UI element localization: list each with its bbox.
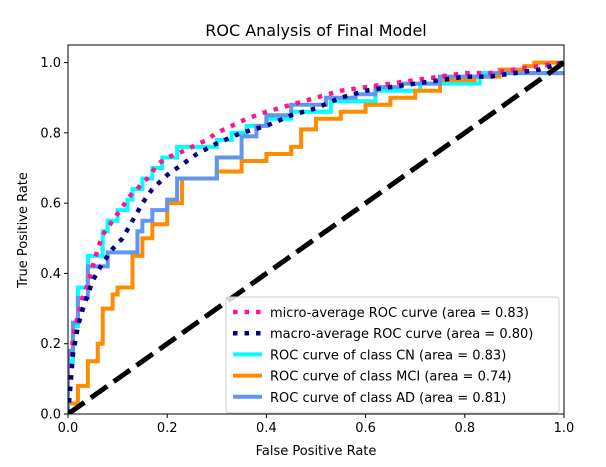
legend: micro-average ROC curve (area = 0.83) mac… (225, 296, 560, 414)
y-tick-label: 0.8 (40, 126, 61, 141)
legend-label: macro-average ROC curve (area = 0.80) (270, 327, 533, 342)
y-tick-label: 0.6 (40, 197, 61, 212)
legend-box (225, 296, 560, 414)
x-tick-label: 1.0 (554, 421, 575, 436)
x-tick-label: 0.6 (355, 421, 376, 436)
y-tick-label: 1.0 (40, 56, 61, 71)
plot-frame (67, 44, 565, 415)
y-tick-label: 0.4 (40, 267, 61, 282)
x-tick-label: 0.8 (454, 421, 475, 436)
y-tick-label: 0.0 (40, 408, 61, 423)
legend-label: ROC curve of class MCI (area = 0.74) (270, 370, 512, 385)
plot-area (68, 60, 564, 414)
x-axis-label: False Positive Rate (256, 444, 377, 459)
legend-label: ROC curve of class CN (area = 0.83) (270, 348, 506, 363)
y-axis: 0.0 0.2 0.4 0.6 0.8 1.0 (40, 56, 68, 423)
legend-label: ROC curve of class AD (area = 0.81) (270, 391, 506, 406)
series-line-0 (68, 60, 564, 414)
series-line-1 (68, 60, 564, 414)
legend-label: micro-average ROC curve (area = 0.83) (270, 306, 529, 321)
chart-title: ROC Analysis of Final Model (205, 21, 426, 40)
x-axis: 0.0 0.2 0.4 0.6 0.8 1.0 (58, 414, 575, 436)
y-axis-label: True Positive Rate (16, 172, 31, 289)
x-tick-label: 0.4 (256, 421, 277, 436)
x-tick-label: 0.0 (58, 421, 79, 436)
x-tick-label: 0.2 (157, 421, 178, 436)
y-tick-label: 0.2 (40, 337, 61, 352)
series-line-5 (68, 60, 564, 414)
series-line-2 (68, 71, 564, 414)
